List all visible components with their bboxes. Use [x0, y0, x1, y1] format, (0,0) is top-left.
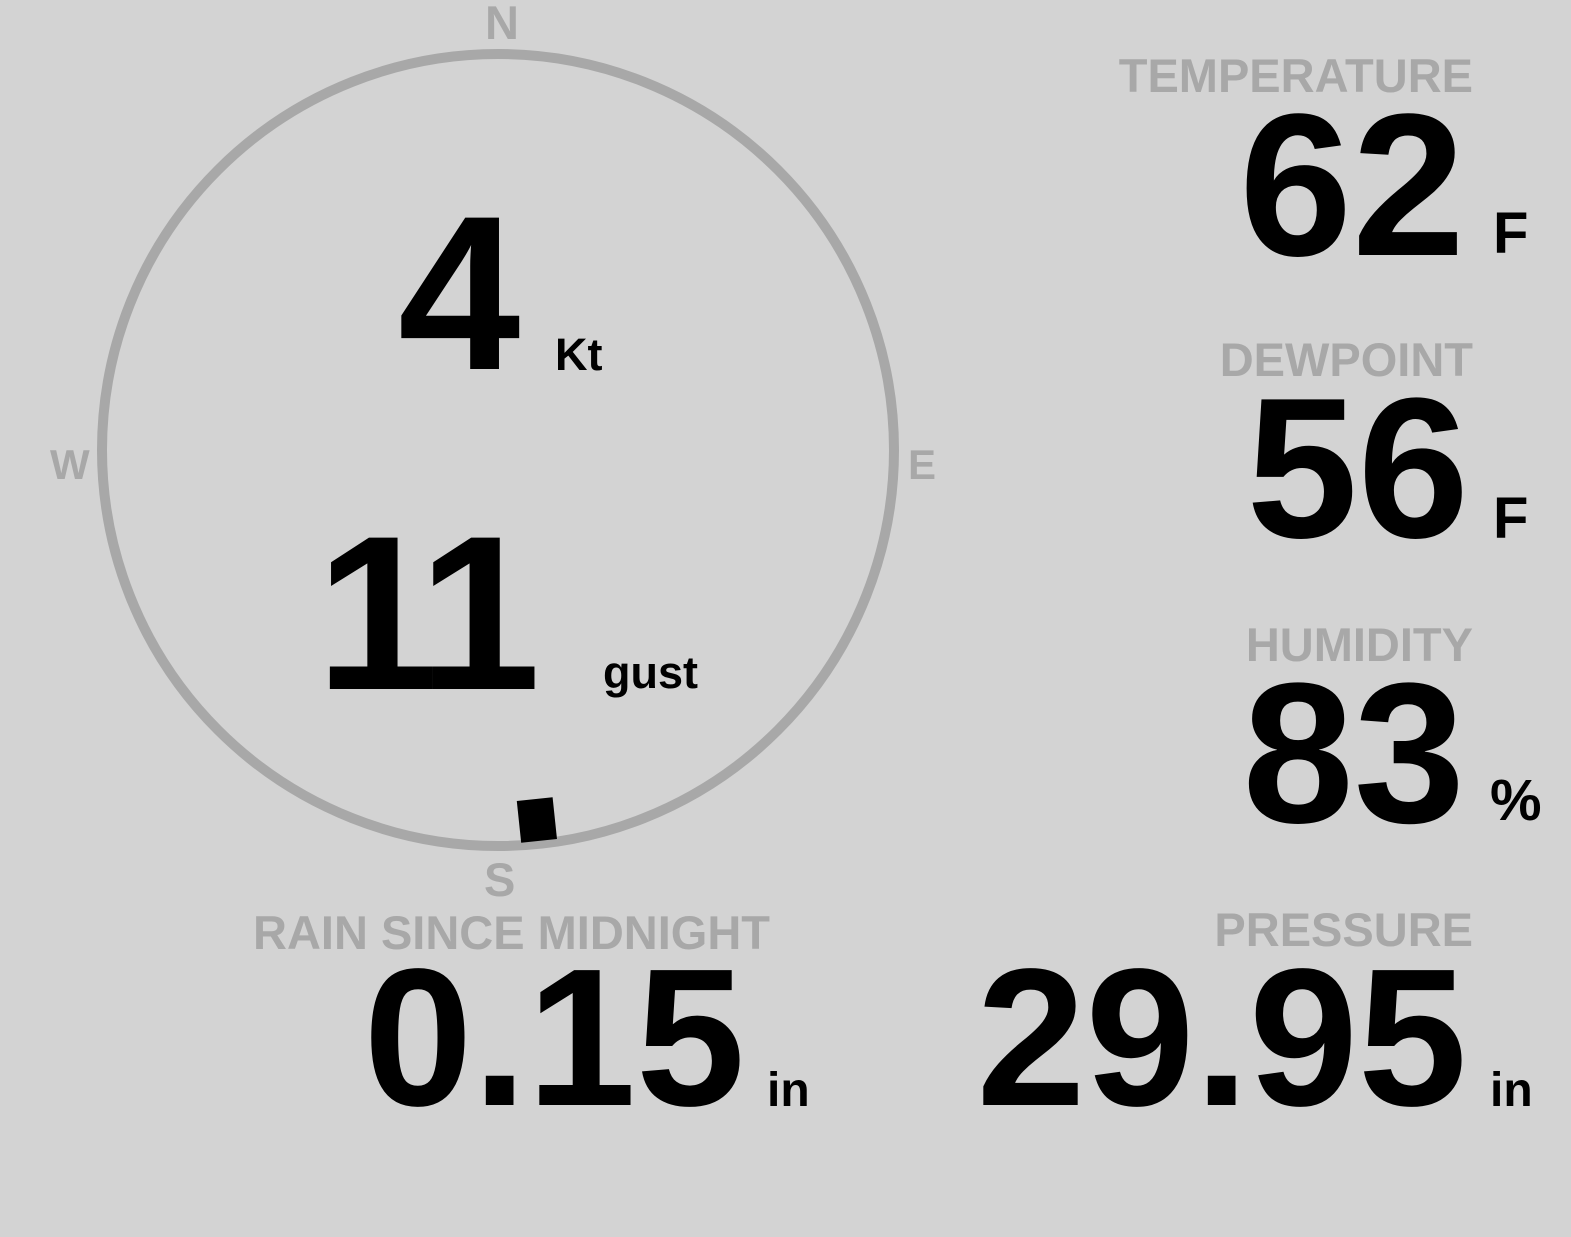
wind-direction-marker	[516, 797, 557, 843]
pressure-unit: in	[1490, 1064, 1533, 1117]
compass-west: W	[50, 441, 90, 488]
dewpoint-label: DEWPOINT	[1219, 333, 1473, 386]
dewpoint-value: 56	[1246, 357, 1469, 580]
rain-unit: in	[767, 1064, 810, 1117]
compass-north: N	[485, 0, 519, 49]
compass-south: S	[484, 853, 516, 906]
pressure-value: 29.95	[976, 928, 1467, 1147]
wind-gust-label: gust	[603, 647, 698, 698]
temperature-value: 62	[1239, 72, 1465, 299]
wind-gust-value: 11	[316, 490, 541, 736]
humidity-value: 83	[1242, 642, 1465, 865]
rain-label: RAIN SINCE MIDNIGHT	[253, 906, 770, 959]
compass-ring	[97, 49, 899, 851]
pressure-label: PRESSURE	[1214, 903, 1473, 956]
wind-speed-unit: Kt	[555, 329, 603, 380]
wind-speed-value: 4	[398, 170, 521, 416]
rain-value: 0.15	[363, 928, 745, 1147]
temperature-unit: F	[1493, 201, 1529, 266]
compass-east: E	[908, 441, 937, 488]
humidity-label: HUMIDITY	[1245, 618, 1473, 671]
humidity-unit: %	[1490, 768, 1542, 833]
dewpoint-unit: F	[1493, 486, 1529, 551]
temperature-label: TEMPERATURE	[1118, 49, 1473, 102]
